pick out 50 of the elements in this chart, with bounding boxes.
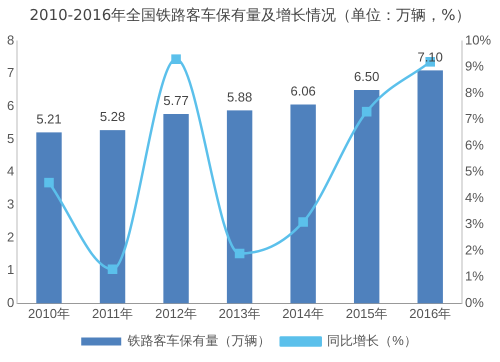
x-tick-label: 2016年 (409, 306, 452, 321)
y-tick-label: 4 (6, 164, 14, 179)
y-tick-label: 2 (6, 229, 14, 244)
y2-tick-label: 0% (464, 294, 484, 310)
y-tick-label: 3 (6, 196, 14, 212)
point (108, 264, 118, 274)
point (362, 106, 372, 116)
y-tick-label: 1 (6, 262, 14, 278)
y-tick-label: 8 (6, 32, 14, 48)
data-label: 7.10 (418, 49, 443, 64)
y2-tick-label: 7% (464, 111, 484, 126)
bar (36, 132, 62, 304)
x-tick-label: 2015年 (346, 306, 388, 321)
y2-tick-label: 1% (464, 268, 484, 284)
data-label: 6.06 (290, 84, 316, 99)
x-tick-label: 2012年 (155, 306, 198, 321)
bar (163, 114, 189, 304)
point (234, 248, 244, 258)
bar (418, 70, 443, 304)
legend-label: 同比增长（%） (327, 333, 417, 348)
y2-tick-label: 8% (464, 84, 484, 100)
bar (226, 110, 252, 304)
y2-tick-label: 3% (464, 216, 484, 232)
bar (290, 104, 316, 304)
data-label: 5.88 (226, 89, 252, 104)
legend-label: 铁路客车保有量（万辆） (126, 333, 271, 348)
y2-tick-label: 5% (464, 164, 484, 179)
x-tick-label: 2010年 (28, 306, 70, 321)
y2-tick-label: 10% (464, 32, 492, 48)
bar (100, 130, 126, 304)
y2-tick-label: 4% (464, 190, 484, 205)
y-tick-label: 6 (6, 98, 14, 114)
y2-tick-label: 2% (464, 242, 484, 258)
x-tick-label: 2014年 (282, 306, 324, 321)
data-label: 6.50 (354, 69, 380, 84)
y2-tick-label: 9% (464, 58, 484, 74)
point (171, 54, 181, 64)
point (44, 178, 54, 188)
y2-tick-label: 6% (464, 137, 484, 152)
x-tick-label: 2011年 (92, 306, 134, 321)
y-tick-label: 5 (6, 130, 14, 146)
data-label: 5.21 (36, 111, 62, 126)
y-tick-label: 7 (6, 65, 14, 80)
data-label: 5.28 (100, 109, 126, 124)
chart-title: 2010-2016年全国铁路客车保有量及增长情况（单位：万辆，%） (28, 5, 472, 26)
data-label: 5.77 (163, 93, 189, 108)
y-tick-label: 0 (6, 294, 14, 310)
point (298, 217, 308, 227)
x-tick-label: 2013年 (218, 306, 261, 321)
bar (354, 90, 380, 304)
